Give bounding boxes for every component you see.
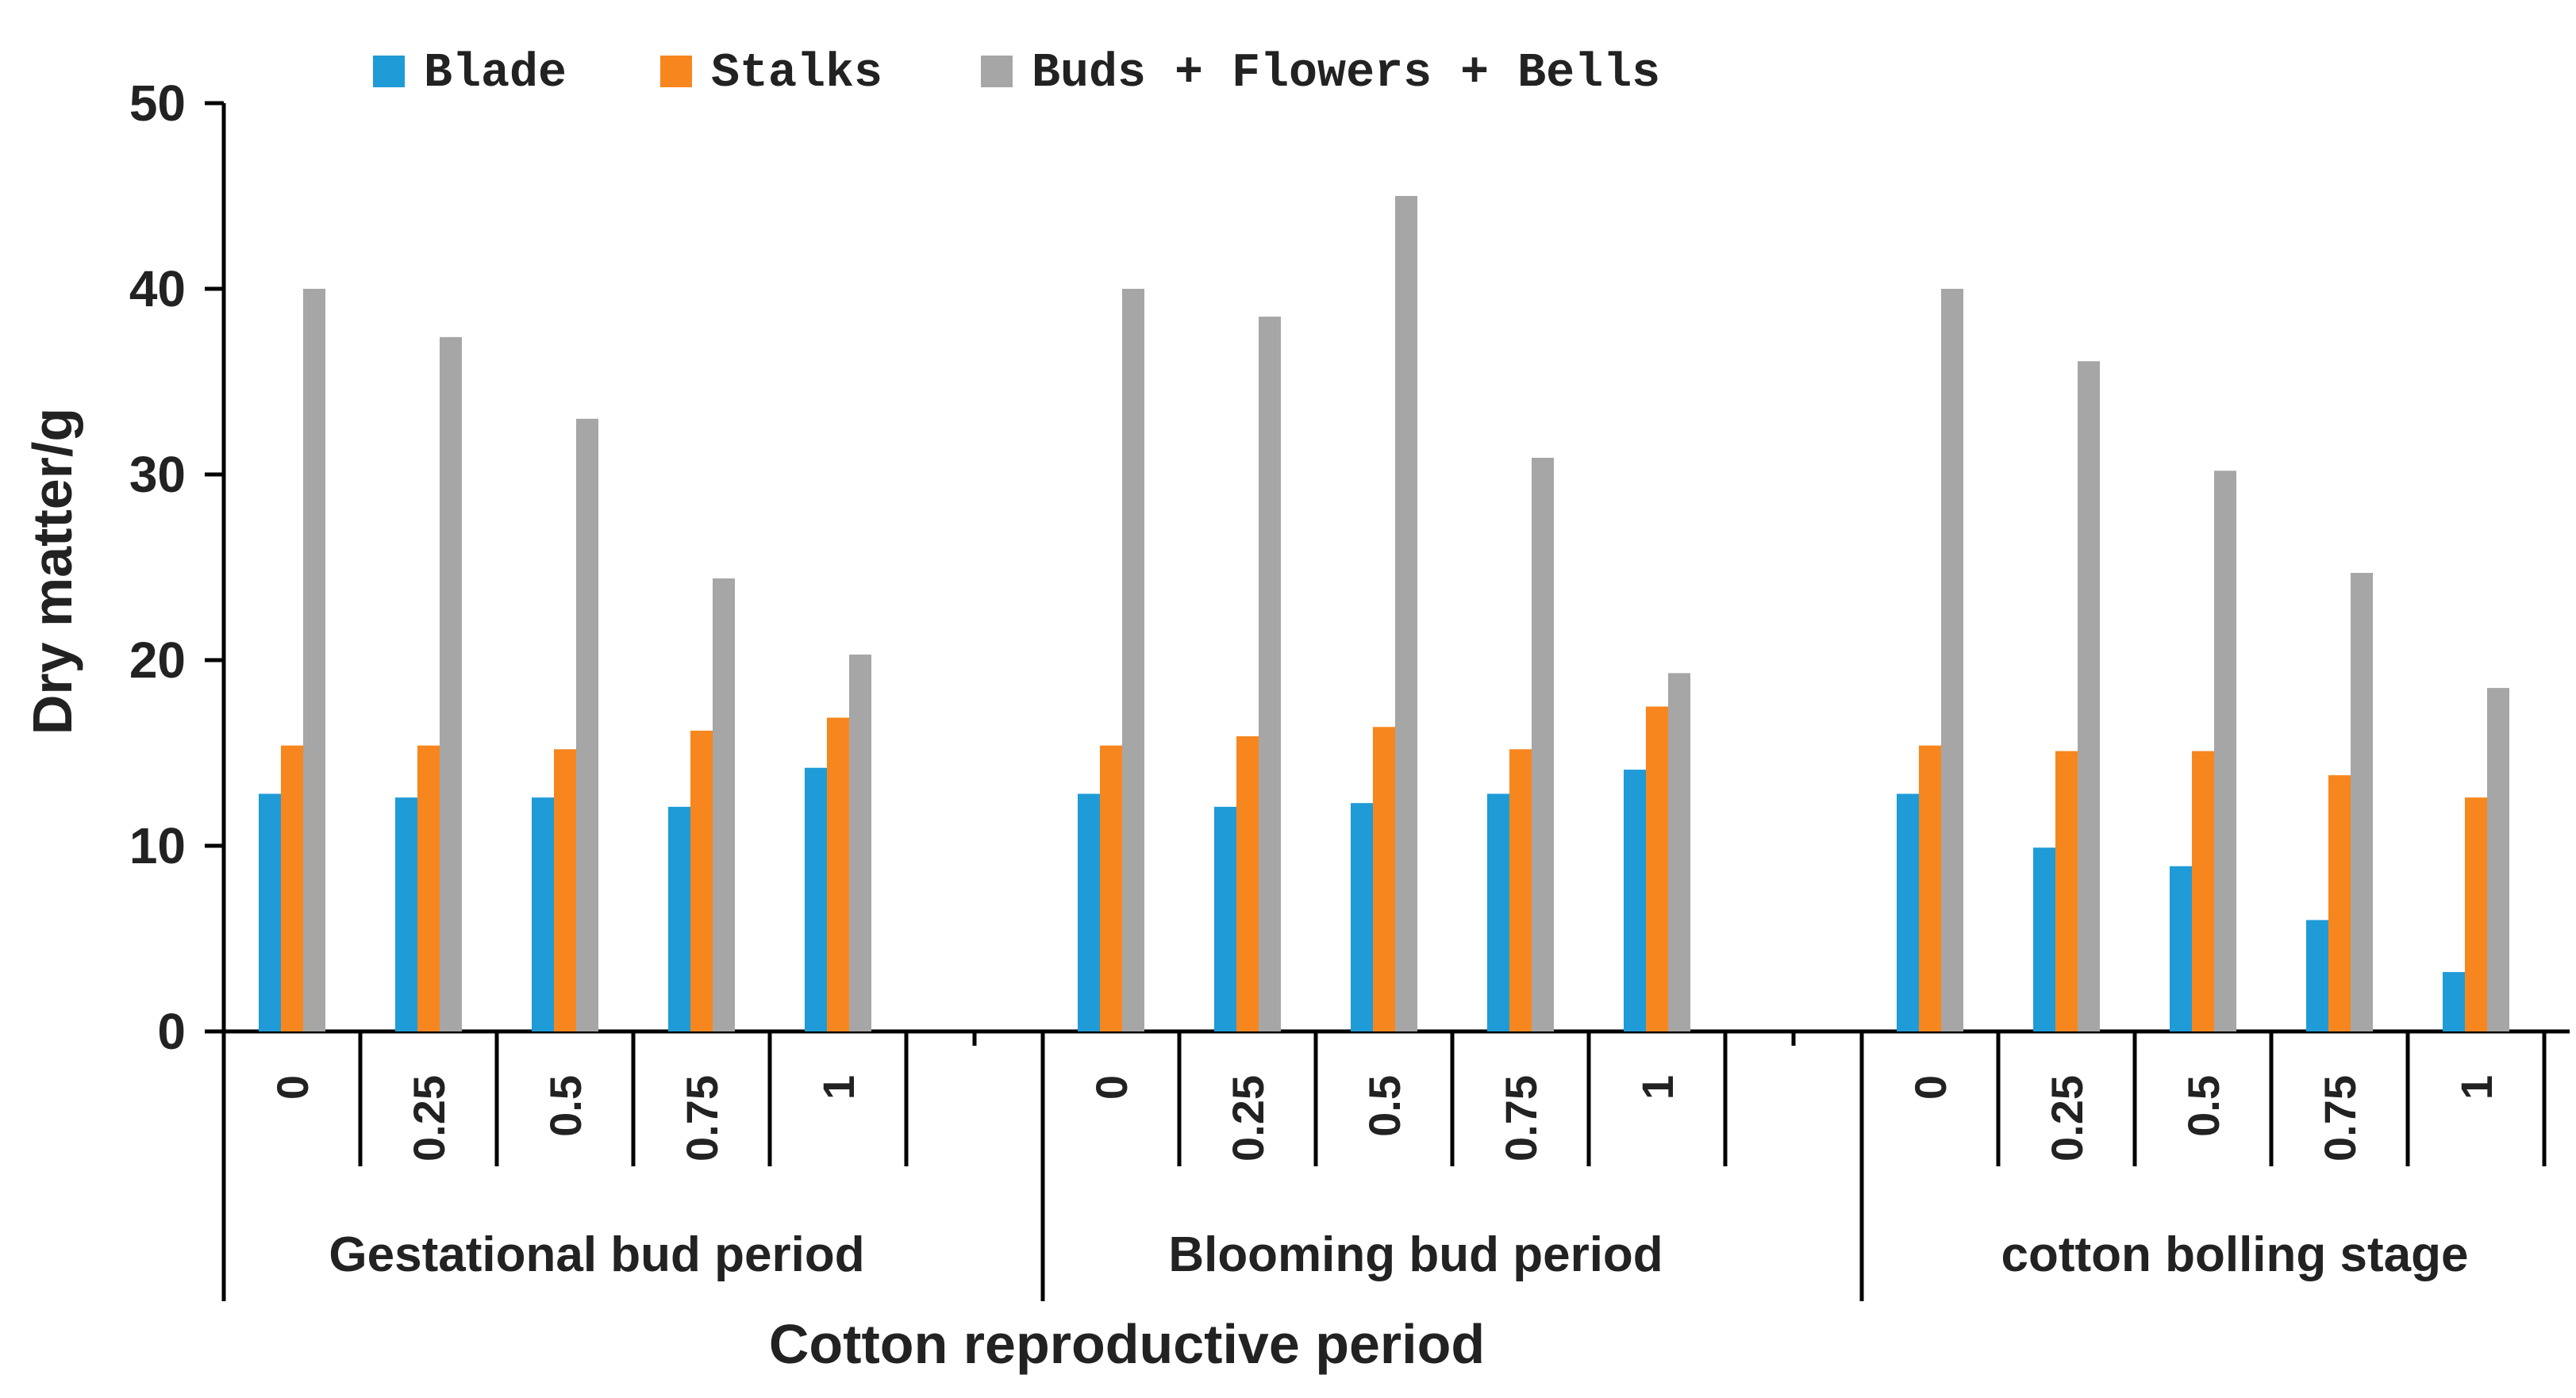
bar-blade: [1078, 793, 1100, 1031]
bar-buds-flowers-bells: [303, 289, 325, 1031]
category-label: 0.25: [2042, 1075, 2092, 1162]
bar-blade: [1214, 806, 1236, 1031]
bar-buds-flowers-bells: [440, 336, 462, 1032]
category-label: 0.25: [404, 1075, 454, 1162]
bar-stalks: [1236, 735, 1259, 1031]
x-axis-title: Cotton reproductive period: [769, 1313, 1485, 1375]
bar-blade: [805, 767, 827, 1031]
legend-swatch: [981, 56, 1013, 87]
bar-stalks: [1919, 745, 1941, 1031]
category-label: 0: [1086, 1075, 1136, 1100]
legend-swatch: [373, 56, 405, 87]
category-label: 0: [1905, 1075, 1955, 1100]
bar-stalks: [281, 745, 303, 1031]
category-label: 0.5: [2178, 1075, 2228, 1137]
category-label: 0: [267, 1075, 317, 1100]
bar-blade: [1487, 793, 1509, 1031]
bar-stalks: [554, 749, 576, 1031]
bar-stalks: [1373, 727, 1395, 1031]
bar-blade: [395, 797, 417, 1031]
bar-stalks: [690, 730, 713, 1031]
y-tick-label: 30: [129, 446, 186, 503]
bar-blade: [2170, 866, 2192, 1031]
y-tick-label: 20: [129, 632, 186, 689]
category-label: 1: [2451, 1075, 2501, 1100]
bar-stalks: [417, 745, 440, 1031]
bar-stalks: [2192, 751, 2214, 1031]
bar-buds-flowers-bells: [849, 654, 871, 1031]
bar-blade: [1351, 803, 1373, 1031]
category-label: 0.5: [1359, 1075, 1409, 1137]
bar-buds-flowers-bells: [2487, 688, 2509, 1031]
category-label: 1: [1632, 1075, 1682, 1100]
y-tick-label: 0: [157, 1003, 186, 1060]
bar-stalks: [2465, 797, 2487, 1031]
y-tick-label: 10: [129, 817, 186, 874]
axes: [205, 101, 2570, 1301]
bar-buds-flowers-bells: [1532, 457, 1554, 1031]
category-label: 0.25: [1223, 1075, 1273, 1162]
bar-blade: [668, 806, 690, 1031]
bar-buds-flowers-bells: [576, 418, 598, 1031]
legend-swatch: [660, 56, 692, 87]
bar-blade: [532, 797, 554, 1031]
bar-blade: [2306, 920, 2328, 1031]
bar-blade: [259, 793, 281, 1031]
group-label: Gestational bud period: [329, 1227, 864, 1282]
bar-blade: [1897, 793, 1919, 1031]
bar-stalks: [827, 717, 849, 1031]
bar-buds-flowers-bells: [713, 578, 735, 1031]
bar-buds-flowers-bells: [1941, 289, 1963, 1031]
bar-buds-flowers-bells: [2214, 470, 2236, 1031]
bar-blade: [2033, 847, 2055, 1031]
category-label: 0.75: [1496, 1075, 1546, 1162]
y-tick-label: 50: [129, 75, 186, 132]
bars: [259, 196, 2509, 1032]
bar-stalks: [1646, 706, 1668, 1031]
bar-stalks: [2328, 775, 2351, 1031]
category-label: 1: [813, 1075, 863, 1100]
y-tick-label: 40: [129, 260, 186, 317]
legend-entry: Stalks: [711, 47, 882, 101]
group-label: cotton bolling stage: [2001, 1227, 2469, 1282]
legend-entry: Buds + Flowers + Bells: [1032, 47, 1660, 101]
legend: Blade Stalks Buds + Flowers + Bells: [373, 47, 1660, 101]
bar-buds-flowers-bells: [1122, 289, 1144, 1031]
category-label: 0.75: [2315, 1075, 2365, 1162]
category-label: 0.5: [540, 1075, 590, 1137]
bar-buds-flowers-bells: [1259, 317, 1281, 1032]
bar-stalks: [2055, 751, 2078, 1031]
legend-entry: Blade: [424, 47, 567, 101]
bar-buds-flowers-bells: [2078, 361, 2100, 1031]
bar-buds-flowers-bells: [2351, 573, 2373, 1031]
bar-buds-flowers-bells: [1668, 673, 1690, 1031]
bar-blade: [2443, 972, 2465, 1031]
bar-buds-flowers-bells: [1395, 196, 1417, 1031]
group-label: Blooming bud period: [1168, 1227, 1663, 1282]
y-axis-title: Dry matter/g: [21, 408, 83, 735]
bar-stalks: [1100, 745, 1122, 1031]
category-label: 0.75: [677, 1075, 727, 1162]
bar-blade: [1624, 770, 1646, 1031]
bar-stalks: [1509, 749, 1532, 1031]
